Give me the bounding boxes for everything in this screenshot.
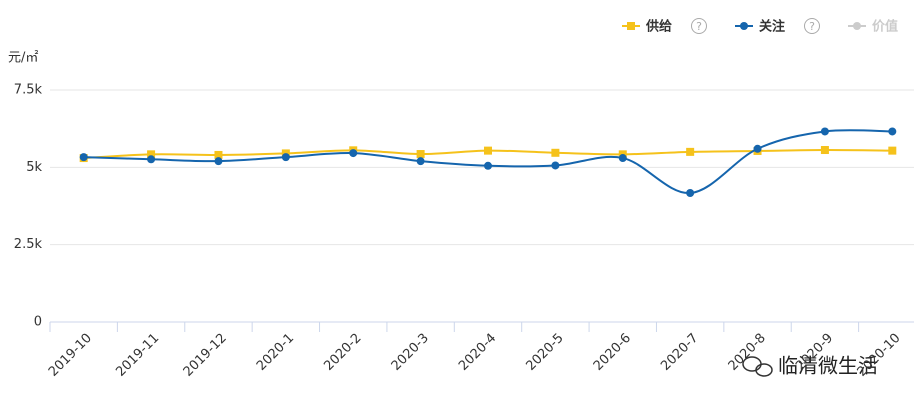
legend-item[interactable]: 供给? — [622, 18, 707, 35]
x-tick-label: 2020-1 — [254, 331, 297, 374]
x-tick-label: 2020-3 — [389, 331, 432, 374]
help-icon-text: ? — [696, 20, 702, 33]
y-tick-label: 7.5k — [14, 83, 43, 98]
legend-label: 价值 — [872, 19, 898, 35]
y-tick-label: 5k — [26, 160, 42, 175]
legend-marker — [853, 22, 861, 30]
help-icon-text: ? — [809, 20, 815, 33]
point — [281, 153, 290, 162]
point — [551, 161, 560, 170]
help-icon — [691, 18, 707, 34]
point — [820, 146, 829, 155]
point — [416, 150, 425, 159]
x-tick-label: 2020-7 — [658, 331, 701, 374]
point — [214, 150, 223, 159]
x-tick-label: 2020-6 — [591, 331, 634, 374]
legend-marker — [627, 22, 635, 30]
x-tick-label: 2020-2 — [321, 331, 364, 374]
point — [484, 146, 492, 155]
legend-label: 关注 — [759, 19, 785, 35]
point — [349, 149, 358, 158]
point — [79, 153, 88, 162]
watermark: 临清微生活 — [778, 354, 878, 378]
x-tick-label: 2020-5 — [524, 331, 567, 374]
y-unit: 元/㎡ — [8, 51, 38, 66]
point — [416, 157, 425, 166]
legend-item[interactable]: 价值? — [848, 19, 914, 35]
point — [888, 146, 897, 155]
help-icon — [804, 18, 820, 34]
point — [147, 150, 156, 159]
series-line — [83, 129, 893, 195]
point — [214, 157, 223, 166]
legend-marker — [740, 22, 748, 30]
x-tick-label: 2019-11 — [113, 331, 162, 380]
x-tick-label: 2020-4 — [456, 331, 499, 374]
point — [820, 127, 829, 136]
point — [147, 155, 156, 164]
point — [551, 148, 560, 157]
y-tick-label: 0 — [34, 315, 42, 330]
x-tick-label: 2019-12 — [181, 331, 230, 380]
watermark-icon — [742, 356, 773, 377]
y-tick-label: 2.5k — [14, 237, 43, 252]
legend-item[interactable]: 关注? — [735, 18, 820, 35]
point — [888, 127, 897, 136]
x-tick-label: 2019-10 — [46, 331, 95, 380]
x-tick-label: 2020-8 — [726, 331, 769, 374]
point — [618, 154, 627, 163]
point — [686, 147, 695, 156]
point — [753, 144, 762, 153]
legend-label: 供给 — [645, 19, 672, 35]
point — [686, 189, 695, 198]
point — [484, 161, 492, 170]
